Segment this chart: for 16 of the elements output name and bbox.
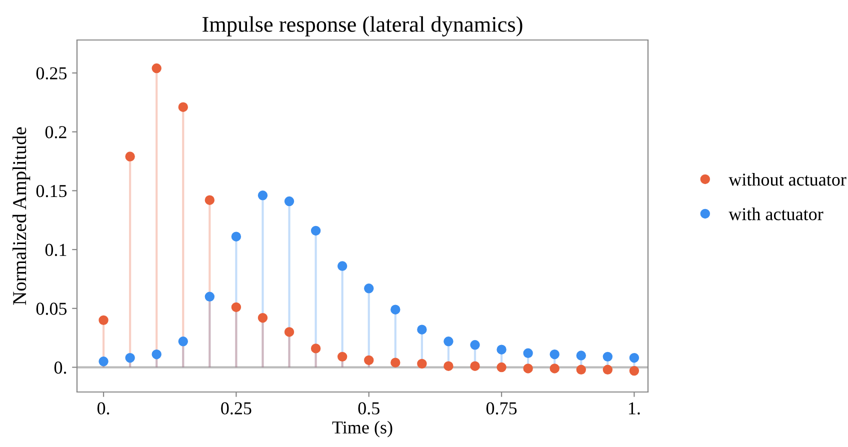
x-tick-label: 1. — [629, 402, 640, 415]
x-axis-title: Time (s) — [332, 420, 392, 438]
legend-label: without actuator — [728, 173, 846, 186]
x-tick-label: 0.75 — [486, 402, 517, 415]
x-tick-label: 0. — [97, 402, 110, 415]
y-tick-label: 0.2 — [45, 126, 66, 138]
y-tick-label: 0.05 — [36, 302, 67, 315]
y-tick-label: 0.1 — [45, 244, 66, 256]
y-tick-label: 0. — [54, 362, 66, 374]
chart-title: Impulse response (lateral dynamics) — [202, 16, 522, 36]
legend-label: with actuator — [728, 208, 824, 220]
x-tick-label: 0.25 — [221, 402, 252, 415]
x-tick-label: 0.5 — [358, 402, 380, 415]
y-tick-label: 0.25 — [36, 67, 67, 80]
y-tick-label: 0.15 — [36, 184, 67, 198]
y-axis-title: Normalized Amplitude — [12, 127, 30, 305]
